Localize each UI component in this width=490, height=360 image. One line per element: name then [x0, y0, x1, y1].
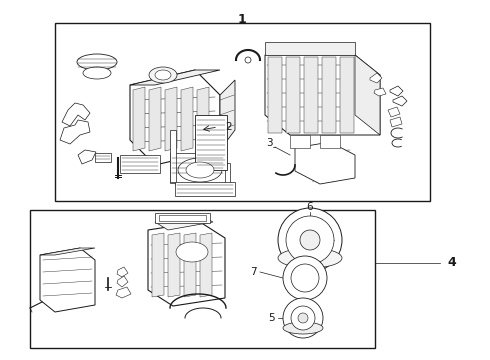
Polygon shape [117, 267, 128, 277]
Polygon shape [295, 142, 355, 184]
Bar [155, 213, 210, 223]
Circle shape [291, 306, 315, 330]
Polygon shape [152, 233, 164, 297]
Bar [170, 130, 176, 182]
Polygon shape [390, 86, 403, 96]
Bar [170, 153, 225, 183]
Polygon shape [148, 222, 225, 306]
Ellipse shape [278, 248, 342, 268]
Polygon shape [40, 248, 95, 312]
Polygon shape [40, 248, 95, 255]
Text: 6: 6 [307, 202, 313, 212]
Circle shape [300, 230, 320, 250]
Circle shape [298, 313, 308, 323]
Ellipse shape [176, 242, 208, 262]
Polygon shape [320, 135, 340, 148]
Polygon shape [355, 55, 380, 135]
Text: 4: 4 [448, 256, 456, 270]
Polygon shape [165, 87, 177, 151]
Bar [195, 115, 227, 170]
Circle shape [286, 216, 334, 264]
Text: 5: 5 [269, 313, 275, 323]
Polygon shape [220, 80, 235, 150]
Bar [55, 23, 430, 201]
Circle shape [283, 256, 327, 300]
Bar [175, 163, 230, 185]
Polygon shape [390, 117, 402, 127]
Bar [30, 210, 375, 348]
Polygon shape [200, 233, 212, 297]
Ellipse shape [77, 54, 117, 70]
Ellipse shape [83, 67, 111, 79]
Polygon shape [304, 57, 318, 133]
Polygon shape [374, 88, 386, 96]
Polygon shape [133, 87, 145, 151]
Polygon shape [62, 103, 90, 126]
Polygon shape [265, 55, 380, 135]
Text: 7: 7 [250, 267, 257, 277]
Polygon shape [184, 233, 196, 297]
Polygon shape [130, 70, 220, 165]
Circle shape [278, 208, 342, 272]
Polygon shape [181, 87, 193, 151]
Ellipse shape [186, 162, 214, 178]
Bar [175, 182, 235, 196]
Polygon shape [388, 107, 400, 117]
Polygon shape [265, 42, 355, 55]
Ellipse shape [178, 158, 222, 182]
Polygon shape [197, 87, 209, 151]
Polygon shape [370, 73, 382, 83]
Polygon shape [117, 276, 128, 287]
Polygon shape [60, 120, 90, 144]
Bar [159, 215, 206, 221]
Polygon shape [393, 96, 407, 106]
Polygon shape [286, 57, 300, 133]
Text: 2: 2 [225, 122, 232, 132]
Polygon shape [290, 135, 310, 148]
Bar [120, 155, 160, 173]
Text: 1: 1 [238, 13, 246, 26]
Bar [95, 153, 111, 162]
Circle shape [283, 298, 323, 338]
Text: 3: 3 [267, 138, 273, 148]
Polygon shape [116, 287, 131, 298]
Polygon shape [340, 57, 354, 133]
Circle shape [291, 264, 319, 292]
Ellipse shape [149, 67, 177, 83]
Polygon shape [322, 57, 336, 133]
Polygon shape [78, 150, 96, 164]
Polygon shape [130, 70, 220, 85]
Circle shape [245, 57, 251, 63]
Polygon shape [168, 233, 180, 297]
Polygon shape [155, 215, 213, 230]
Ellipse shape [155, 70, 171, 80]
Polygon shape [268, 57, 282, 133]
Ellipse shape [283, 322, 323, 334]
Polygon shape [149, 87, 161, 151]
